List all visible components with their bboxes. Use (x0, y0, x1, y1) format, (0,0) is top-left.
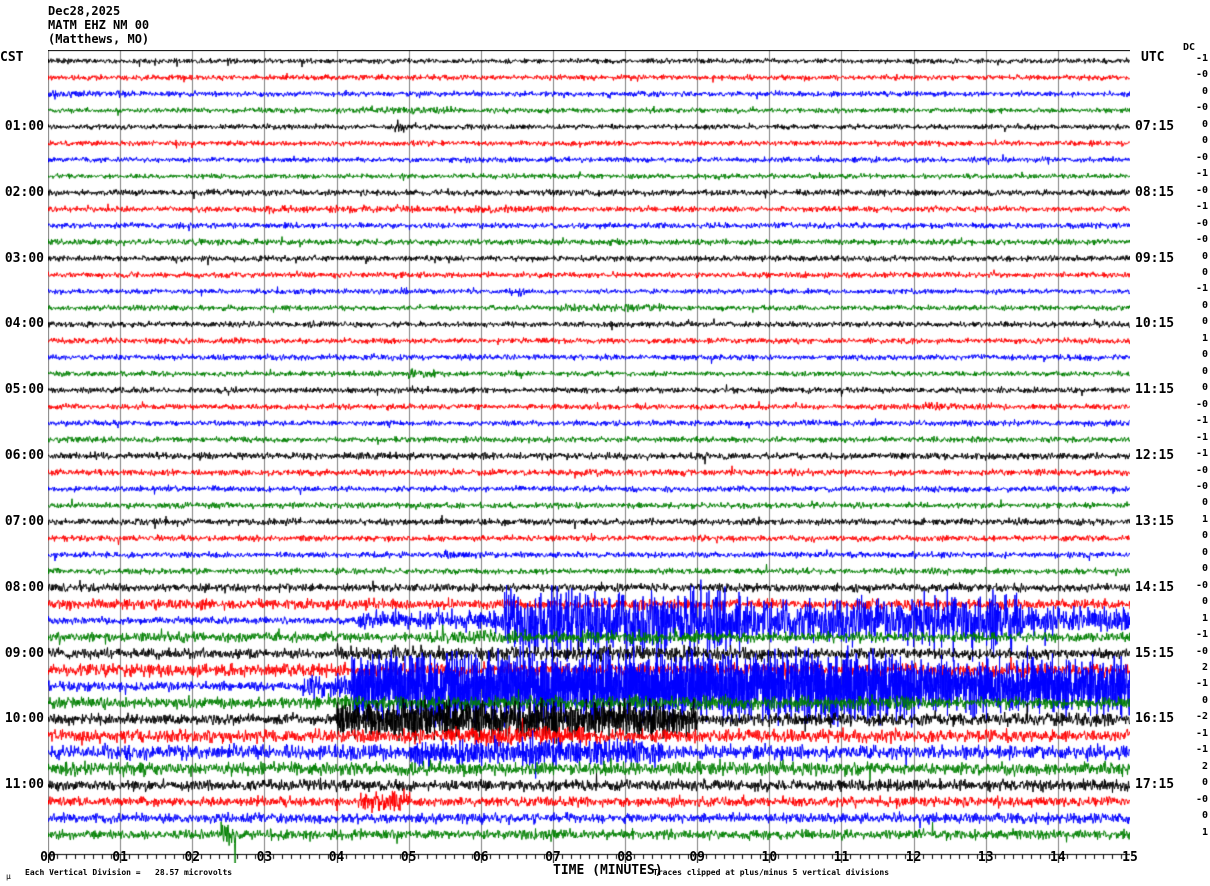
minute-tick-label: 08 (617, 850, 633, 865)
utc-hour-label: 11:15 (1135, 382, 1175, 398)
dc-value: 0 (1201, 266, 1208, 278)
cst-hour-label: 06:00 (4, 448, 44, 464)
dc-value: -0 (1195, 217, 1208, 229)
cst-hour-label: 07:00 (4, 513, 44, 529)
minute-tick-label: 15 (1122, 850, 1138, 865)
utc-timezone-label: UTC (1141, 50, 1165, 65)
minute-tick-label: 04 (328, 850, 345, 865)
utc-hour-label: 07:15 (1135, 118, 1175, 134)
minute-tick-label: 00 (40, 850, 56, 865)
dc-value: -0 (1195, 69, 1208, 81)
utc-hour-label: 12:15 (1135, 448, 1175, 464)
dc-value: -0 (1195, 102, 1208, 114)
dc-value: 2 (1201, 662, 1208, 674)
minute-tick-label: 07 (545, 850, 561, 865)
utc-hour-label: 08:15 (1135, 184, 1175, 200)
scale-note: Each Vertical Division = 28.57 microvolt… (25, 868, 233, 877)
cst-hour-label: 01:00 (4, 118, 44, 134)
cst-hour-label: 04:00 (4, 316, 44, 332)
dc-value: -0 (1195, 398, 1208, 410)
minute-tick-label: 02 (184, 850, 201, 865)
dc-value: 1 (1201, 826, 1208, 838)
utc-hour-label: 17:15 (1135, 777, 1175, 793)
x-axis-title: TIME (MINUTES) (553, 863, 663, 878)
minute-tick-label: 06 (472, 850, 489, 865)
dc-value: -0 (1195, 464, 1208, 476)
dc-value: -1 (1195, 168, 1208, 180)
cst-hour-label: 05:00 (4, 382, 44, 398)
dc-value: 0 (1201, 85, 1208, 97)
dc-value: 0 (1201, 250, 1208, 262)
minute-tick-label: 05 (400, 850, 417, 865)
cst-hour-label: 02:00 (4, 184, 44, 200)
dc-value: -1 (1195, 283, 1208, 295)
dc-value: 0 (1201, 497, 1208, 509)
dc-value: 0 (1201, 135, 1208, 147)
dc-value: 0 (1201, 349, 1208, 361)
utc-hour-label: 15:15 (1135, 645, 1175, 661)
dc-value: -1 (1195, 678, 1208, 690)
dc-value: -0 (1195, 793, 1208, 805)
dc-value: -0 (1195, 480, 1208, 492)
dc-value: 0 (1201, 546, 1208, 558)
utc-hour-label: 10:15 (1135, 316, 1175, 332)
utc-hour-label: 16:15 (1135, 711, 1175, 727)
dc-value: -0 (1195, 579, 1208, 591)
utc-hour-label: 13:15 (1135, 513, 1175, 529)
corner-mark: µ (6, 872, 11, 881)
location-title: (Matthews, MO) (48, 32, 150, 46)
cst-hour-label: 11:00 (4, 777, 44, 793)
dc-value: -1 (1195, 431, 1208, 443)
dc-value: -1 (1195, 415, 1208, 427)
dc-column-header: DC (1183, 42, 1196, 53)
dc-value: 1 (1201, 612, 1208, 624)
dc-value: -0 (1195, 234, 1208, 246)
dc-value: -2 (1195, 711, 1208, 723)
cst-hour-label: 09:00 (4, 645, 44, 661)
minute-tick-label: 12 (905, 850, 922, 865)
dc-value: 0 (1201, 365, 1208, 377)
minute-tick-label: 14 (1050, 850, 1066, 865)
dc-value: 1 (1201, 513, 1208, 525)
minute-tick-label: 11 (833, 850, 850, 865)
date-title: Dec28,2025 (48, 4, 121, 18)
dc-value: 0 (1201, 694, 1208, 706)
dc-value: -0 (1195, 184, 1208, 196)
dc-value: 0 (1201, 563, 1208, 575)
dc-value: -1 (1195, 448, 1208, 460)
cst-hour-label: 10:00 (4, 711, 44, 727)
dc-value: -0 (1195, 151, 1208, 163)
cst-hour-label: 08:00 (4, 579, 44, 595)
minute-tick-label: 03 (256, 850, 273, 865)
dc-value: 0 (1201, 810, 1208, 822)
utc-hour-label: 09:15 (1135, 250, 1175, 266)
dc-value: 0 (1201, 530, 1208, 542)
dc-value: -1 (1195, 744, 1208, 756)
dc-value: 0 (1201, 316, 1208, 328)
minute-tick-label: 13 (977, 850, 994, 865)
dc-value: -1 (1195, 201, 1208, 213)
dc-value: 0 (1201, 777, 1208, 789)
station-title: MATM EHZ NM 00 (48, 18, 150, 32)
minute-tick-label: 01 (112, 850, 128, 865)
cst-hour-label: 03:00 (4, 250, 44, 266)
dc-value: -1 (1195, 727, 1208, 739)
utc-hour-label: 14:15 (1135, 579, 1175, 595)
seismogram-canvas (48, 50, 1130, 863)
dc-value: 0 (1201, 299, 1208, 311)
dc-value: -1 (1195, 629, 1208, 641)
cst-timezone-label: CST (0, 50, 24, 65)
dc-value: -1 (1195, 53, 1208, 64)
minute-tick-label: 10 (761, 850, 778, 865)
dc-value: -0 (1195, 645, 1208, 657)
dc-value: 0 (1201, 596, 1208, 608)
clip-note: Traces clipped at plus/minus 5 vertical … (653, 868, 890, 877)
minute-tick-label: 09 (689, 850, 706, 865)
dc-value: 1 (1201, 332, 1208, 344)
dc-value: 0 (1201, 382, 1208, 394)
dc-value: 0 (1201, 118, 1208, 130)
dc-value: 2 (1201, 760, 1208, 772)
